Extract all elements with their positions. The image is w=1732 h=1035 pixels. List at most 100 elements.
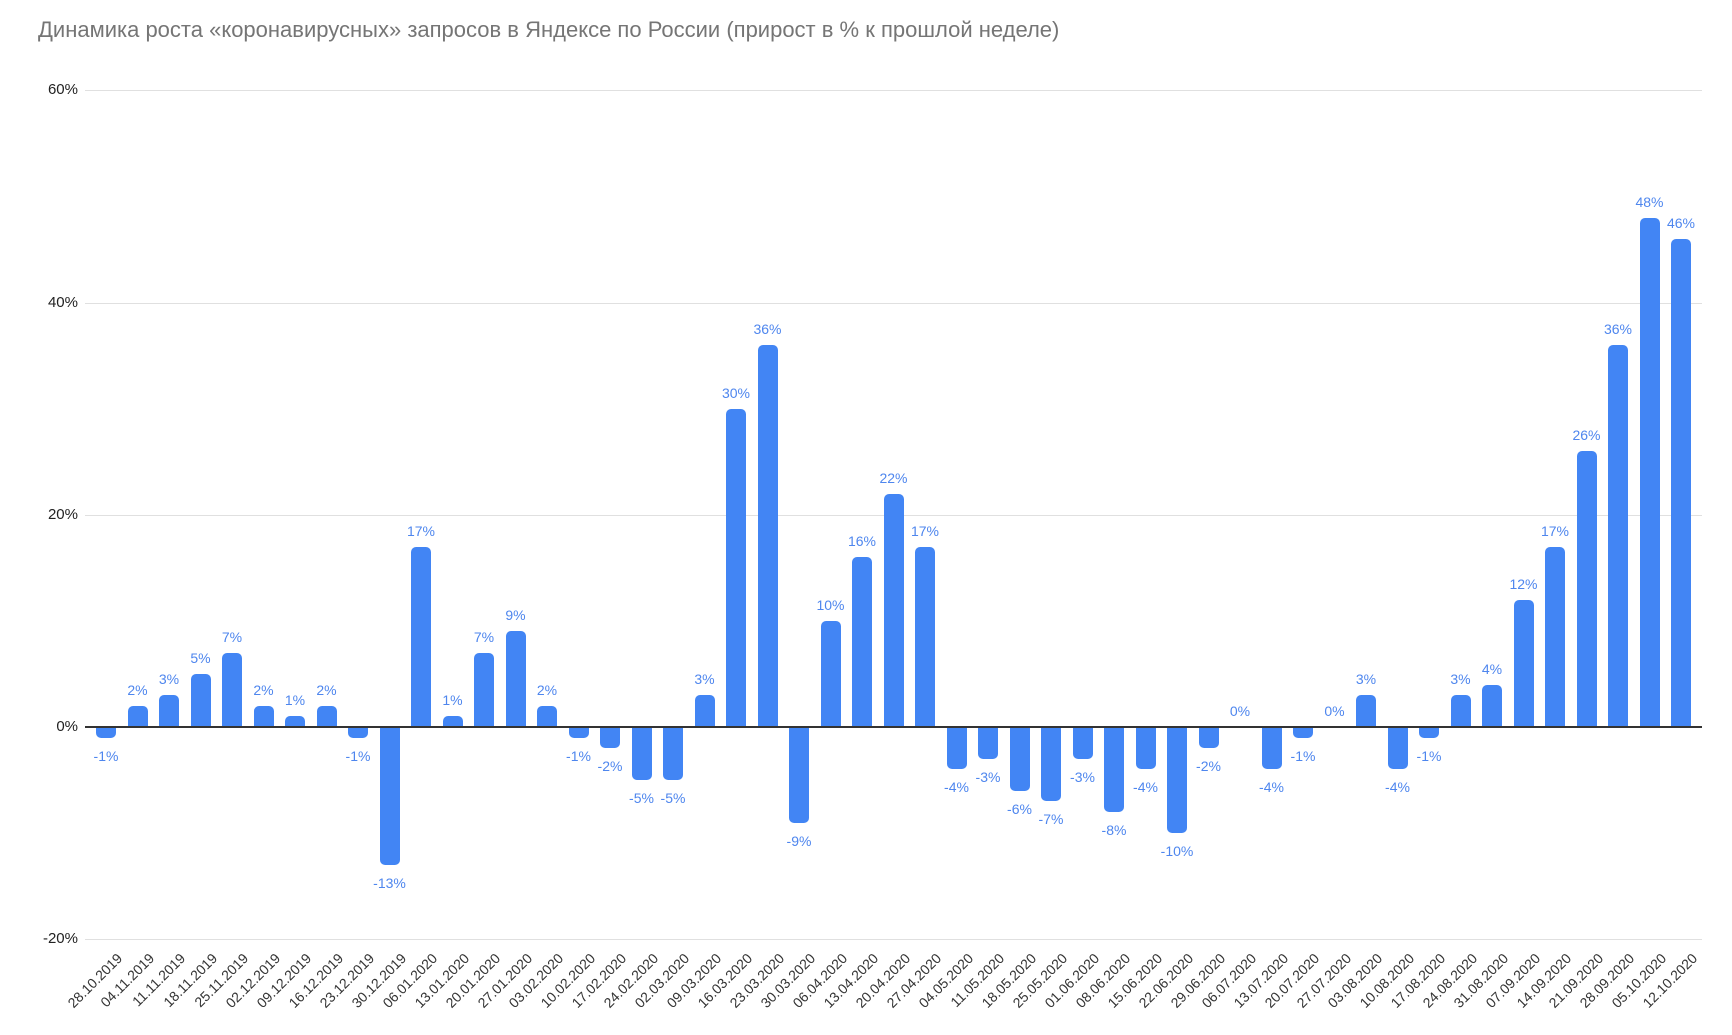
bar[interactable] <box>96 727 116 738</box>
bar-value-label: -5% <box>660 790 686 807</box>
bar-value-label: 3% <box>1355 671 1377 688</box>
bar[interactable] <box>946 727 967 770</box>
bar-value-label: -10% <box>1160 843 1194 860</box>
bar-value-label: -1% <box>1416 747 1442 764</box>
bar[interactable] <box>316 705 337 727</box>
bar-value-label: -13% <box>373 874 406 891</box>
bar[interactable] <box>883 493 904 727</box>
bar-value-label: -2% <box>1196 758 1221 775</box>
bar-value-label: 0% <box>1229 703 1251 719</box>
bar[interactable] <box>159 695 179 727</box>
bar[interactable] <box>1167 727 1187 834</box>
bar[interactable] <box>1608 344 1628 727</box>
bar[interactable] <box>1198 727 1219 749</box>
bar-value-label: 2% <box>253 681 274 698</box>
bar-value-label: -1% <box>345 747 371 764</box>
bar-value-label: -6% <box>1007 800 1032 817</box>
y-axis-tick-label: 40% <box>47 293 78 311</box>
bar-value-label: 36% <box>753 320 782 337</box>
bar[interactable] <box>663 727 683 781</box>
bar-value-label: 30% <box>721 384 751 401</box>
bar-value-label: 17% <box>406 522 436 539</box>
bar-value-label: 22% <box>879 469 908 486</box>
bar-value-label: -4% <box>1133 779 1158 796</box>
bar[interactable] <box>1104 727 1124 812</box>
bar[interactable] <box>348 727 368 738</box>
bar[interactable] <box>1387 727 1408 770</box>
bar-value-label: -4% <box>1385 779 1410 796</box>
gridline <box>85 939 1702 941</box>
bar-value-label: 5% <box>190 649 211 666</box>
y-axis-tick-label: 20% <box>47 505 78 523</box>
bar[interactable] <box>253 705 274 727</box>
bar-value-label: 48% <box>1635 193 1664 210</box>
bar-value-label: 9% <box>505 607 526 624</box>
y-axis-tick-label: 0% <box>56 718 78 735</box>
bar-value-label: 4% <box>1481 660 1503 677</box>
bar[interactable] <box>442 716 463 727</box>
bar[interactable] <box>1261 727 1282 770</box>
bar[interactable] <box>1009 727 1030 791</box>
bar-value-label: -4% <box>1259 779 1284 796</box>
bar-value-label: -1% <box>1290 747 1316 764</box>
bar[interactable] <box>1041 727 1061 802</box>
bar[interactable] <box>1671 238 1691 727</box>
bar[interactable] <box>537 705 557 727</box>
bar[interactable] <box>505 631 526 727</box>
bar[interactable] <box>631 727 652 781</box>
bar[interactable] <box>789 727 809 823</box>
bar[interactable] <box>915 546 935 727</box>
bar[interactable] <box>1135 727 1156 770</box>
bar-value-label: -3% <box>975 768 1001 785</box>
bar[interactable] <box>1513 599 1534 727</box>
bar-value-label: 3% <box>158 671 180 688</box>
bar[interactable] <box>379 727 400 865</box>
bar[interactable] <box>757 344 778 727</box>
bar[interactable] <box>726 408 746 727</box>
bar[interactable] <box>1639 217 1660 727</box>
bar-value-label: -8% <box>1101 821 1127 838</box>
bar[interactable] <box>820 620 841 727</box>
bar[interactable] <box>568 727 589 738</box>
bar-value-label: 1% <box>442 692 463 709</box>
bar-value-label: 0% <box>1324 703 1345 719</box>
bar-value-label: -5% <box>629 790 654 807</box>
zero-axis-line <box>85 726 1702 728</box>
bar[interactable] <box>978 727 998 759</box>
bar[interactable] <box>474 652 494 727</box>
bar[interactable] <box>411 546 431 727</box>
bar[interactable] <box>1419 727 1439 738</box>
bar[interactable] <box>600 727 620 749</box>
bar-value-label: 17% <box>910 522 940 539</box>
bar[interactable] <box>127 705 148 727</box>
bar[interactable] <box>1293 727 1313 738</box>
bar-value-label: -2% <box>597 758 623 775</box>
bar-value-label: -1% <box>93 747 119 764</box>
chart-title: Динамика роста «коронавирусных» запросов… <box>38 17 1060 42</box>
bar[interactable] <box>222 652 242 727</box>
bar-value-label: 16% <box>847 533 877 550</box>
bar[interactable] <box>1482 684 1502 727</box>
bar[interactable] <box>1072 727 1093 759</box>
bar-value-label: 17% <box>1540 522 1570 539</box>
gridline <box>85 90 1702 92</box>
bar[interactable] <box>190 673 211 727</box>
y-axis-tick-label: -20% <box>42 930 78 948</box>
bar-value-label: 2% <box>316 681 337 698</box>
bar-value-label: 12% <box>1509 575 1538 592</box>
bar-value-label: 7% <box>473 628 495 645</box>
bar[interactable] <box>1450 695 1471 727</box>
bar[interactable] <box>1545 546 1565 727</box>
bar[interactable] <box>285 716 305 727</box>
bar-value-label: -3% <box>1070 768 1095 785</box>
bar-value-label: 2% <box>536 681 558 698</box>
gridline <box>85 302 1702 304</box>
bar[interactable] <box>694 695 715 727</box>
bar[interactable] <box>1576 451 1597 727</box>
bar-value-label: -1% <box>566 747 591 764</box>
bar-value-label: 7% <box>221 628 243 645</box>
bar[interactable] <box>852 557 872 727</box>
bar[interactable] <box>1356 695 1376 727</box>
